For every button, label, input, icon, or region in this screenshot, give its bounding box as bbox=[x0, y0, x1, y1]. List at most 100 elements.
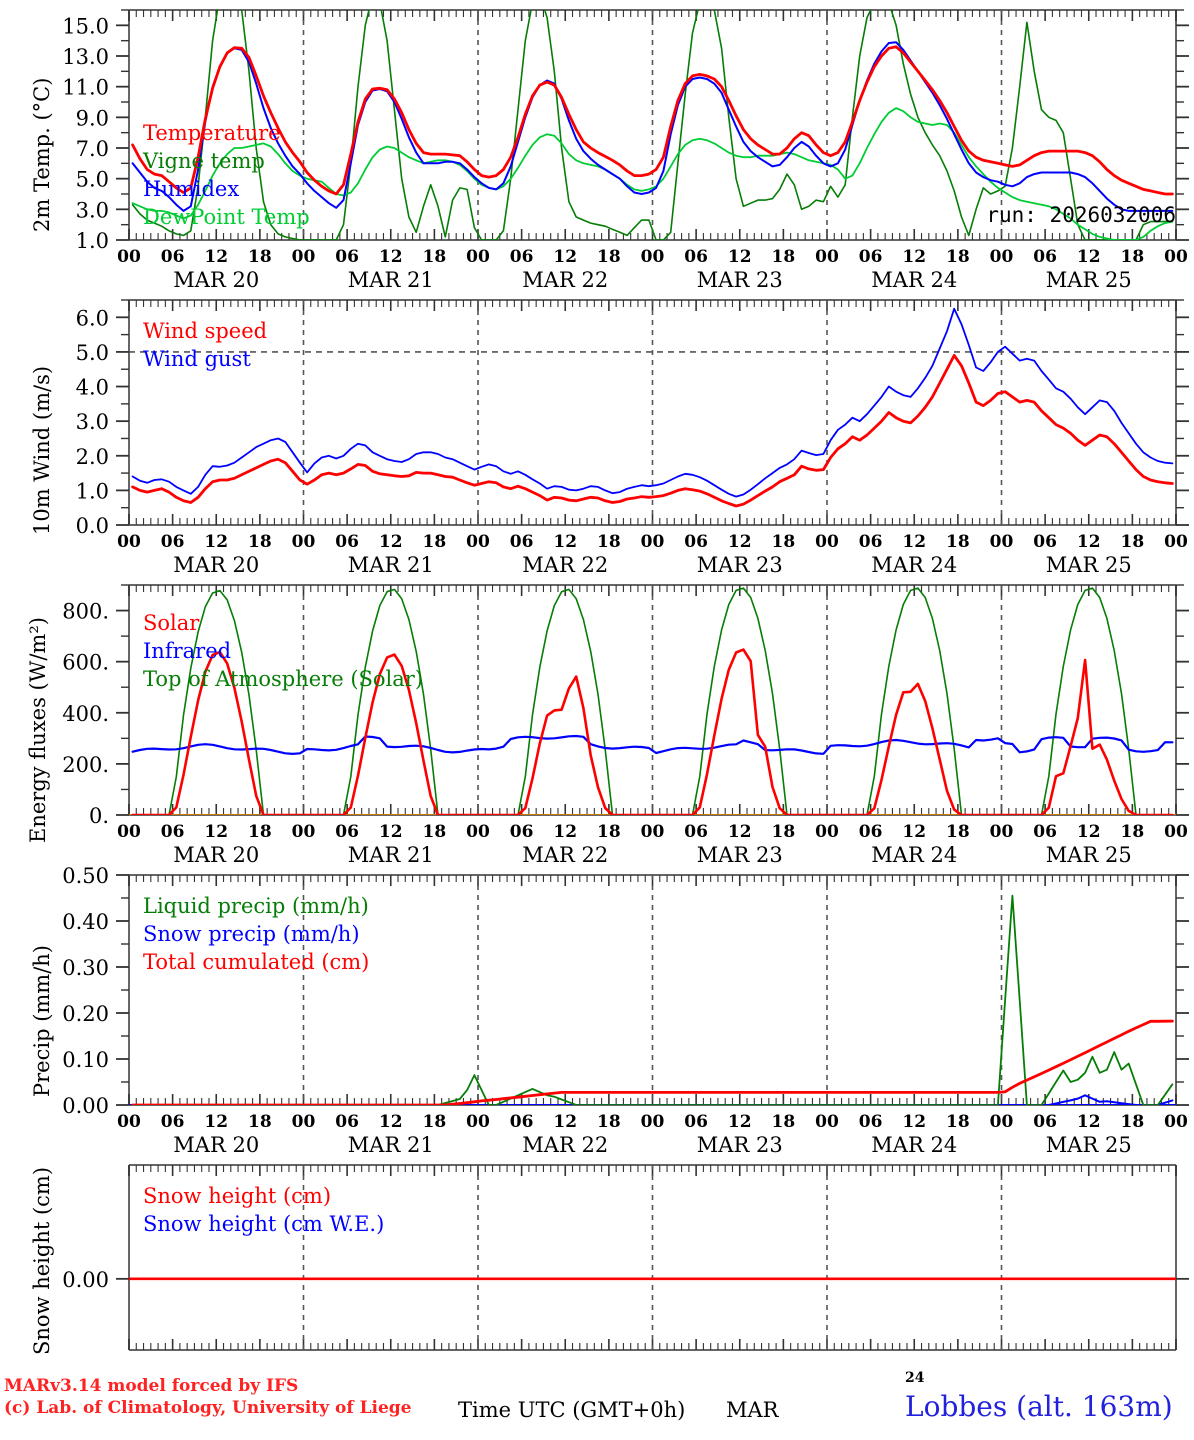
panel-temperature: 2m Temp. (°C) 1.0 3.0 5.0 7.0 9.0 11.0 13.0 15.… bbox=[0, 0, 1194, 290]
x-axis-hour-label: 18 bbox=[1121, 532, 1145, 552]
x-axis-hour-label: 18 bbox=[1121, 1112, 1145, 1132]
wind-y-axis-label: 10m Wind (m/s) bbox=[30, 365, 54, 535]
x-axis-hour-label: 12 bbox=[204, 822, 228, 842]
snow-y-axis-label: Snow height (cm) bbox=[30, 1166, 54, 1355]
x-axis-day-label: MAR 23 bbox=[697, 843, 783, 865]
x-axis-hour-label: 06 bbox=[335, 822, 359, 842]
x-axis-hour-label: 00 bbox=[641, 247, 665, 267]
x-axis-hour-label: 18 bbox=[248, 532, 272, 552]
x-axis-hour-label: 18 bbox=[597, 247, 621, 267]
x-axis-hour-label: 06 bbox=[510, 247, 534, 267]
energy-y-axis-label: Energy fluxes (W/m²) bbox=[26, 617, 50, 843]
y-axis-tick-label: 0.0 bbox=[76, 514, 109, 538]
y-axis-tick-label: 600. bbox=[62, 651, 109, 675]
y-axis-tick-label: 0.00 bbox=[62, 1094, 109, 1118]
x-axis-hour-label: 12 bbox=[553, 822, 577, 842]
x-axis-hour-label: 06 bbox=[510, 532, 534, 552]
y-axis-tick-label: 200. bbox=[62, 753, 109, 777]
x-axis-hour-label: 12 bbox=[902, 532, 926, 552]
x-axis-hour-label: 06 bbox=[859, 1112, 883, 1132]
y-axis-tick-label: 3.0 bbox=[76, 410, 109, 434]
x-axis-hour-label: 00 bbox=[292, 1112, 316, 1132]
x-axis-hour-label: 06 bbox=[335, 247, 359, 267]
x-axis-hour-label: 18 bbox=[946, 247, 970, 267]
x-axis-day-label: MAR 25 bbox=[1046, 1133, 1132, 1155]
x-axis-hour-label: 06 bbox=[1033, 1112, 1057, 1132]
x-axis-hour-label: 18 bbox=[772, 822, 796, 842]
x-axis-hour-label: 12 bbox=[553, 1112, 577, 1132]
x-axis-day-label: MAR 22 bbox=[522, 553, 608, 575]
x-axis-hour-label: 18 bbox=[597, 1112, 621, 1132]
y-axis-tick-label: 0.40 bbox=[62, 910, 109, 934]
y-axis-tick-label: 11.0 bbox=[62, 76, 109, 100]
series-temperature bbox=[131, 45, 1174, 196]
x-axis-hour-label: 00 bbox=[990, 532, 1014, 552]
y-axis-tick-label: 5.0 bbox=[76, 168, 109, 192]
x-axis-hour-label: 06 bbox=[510, 822, 534, 842]
x-axis-hour-label: 00 bbox=[466, 822, 490, 842]
series-infrared bbox=[131, 734, 1174, 755]
x-axis-day-label: MAR 20 bbox=[173, 553, 259, 575]
x-axis-hour-label: 00 bbox=[815, 822, 839, 842]
y-axis-tick-label: 7.0 bbox=[76, 137, 109, 161]
x-axis-day-label: MAR 20 bbox=[173, 843, 259, 865]
x-axis-hour-label: 00 bbox=[641, 532, 665, 552]
y-axis-tick-label: 6.0 bbox=[76, 306, 109, 330]
series-liquid-precip bbox=[131, 894, 1174, 1105]
x-axis-hour-label: 06 bbox=[684, 532, 708, 552]
x-axis-hour-label: 12 bbox=[902, 247, 926, 267]
footer-site-name: Lobbes (alt. 163m) bbox=[905, 1390, 1173, 1423]
x-axis-hour-label: 00 bbox=[1164, 247, 1188, 267]
x-axis-hour-label: 12 bbox=[204, 1112, 228, 1132]
legend-entry: Temperature bbox=[143, 121, 281, 145]
y-axis-tick-label: 0.20 bbox=[62, 1002, 109, 1026]
x-axis-hour-label: 06 bbox=[510, 1112, 534, 1132]
legend-entry: Humidex bbox=[143, 177, 239, 201]
x-axis-hour-label: 12 bbox=[379, 247, 403, 267]
x-axis-hour-label: 12 bbox=[728, 247, 752, 267]
series-wind-gust bbox=[131, 307, 1174, 498]
x-axis-hour-label: 18 bbox=[772, 1112, 796, 1132]
panel-snow: Snow height (cm) 0.00 Snow height (cm) Sno… bbox=[0, 1155, 1194, 1360]
x-axis-hour-label: 00 bbox=[641, 1112, 665, 1132]
x-axis-day-label: MAR 22 bbox=[522, 843, 608, 865]
x-axis-day-label: MAR 20 bbox=[173, 1133, 259, 1155]
x-axis-hour-label: 06 bbox=[684, 1112, 708, 1132]
x-axis-hour-label: 12 bbox=[902, 1112, 926, 1132]
x-axis-hour-label: 18 bbox=[597, 532, 621, 552]
x-axis-hour-label: 06 bbox=[859, 247, 883, 267]
x-axis-hour-label: 00 bbox=[1164, 822, 1188, 842]
footer-xaxis-title: Time UTC (GMT+0h) bbox=[458, 1398, 686, 1422]
y-axis-tick-label: 0.50 bbox=[62, 865, 109, 888]
x-axis-hour-label: 12 bbox=[379, 822, 403, 842]
x-axis-hour-label: 18 bbox=[772, 247, 796, 267]
y-axis-tick-label: 5.0 bbox=[76, 341, 109, 365]
snow-plot: 0.00 Snow height (cm) Snow height (cm W.E.… bbox=[62, 1164, 1189, 1351]
legend-entry: Total cumulated (cm) bbox=[143, 950, 369, 974]
x-axis-hour-label: 06 bbox=[859, 532, 883, 552]
x-axis-hour-label: 06 bbox=[1033, 532, 1057, 552]
x-axis-hour-label: 12 bbox=[553, 532, 577, 552]
x-axis-hour-label: 18 bbox=[423, 822, 447, 842]
legend-entry: Infrared bbox=[143, 639, 231, 663]
x-axis-hour-label: 12 bbox=[1077, 532, 1101, 552]
x-axis-hour-label: 00 bbox=[292, 822, 316, 842]
y-axis-tick-label: 0.30 bbox=[62, 956, 109, 980]
x-axis-hour-label: 00 bbox=[117, 532, 141, 552]
x-axis-hour-label: 00 bbox=[117, 822, 141, 842]
series-vigne-temp bbox=[131, 10, 1174, 240]
temperature-y-axis-label: 2m Temp. (°C) bbox=[30, 77, 54, 232]
x-axis-hour-label: 18 bbox=[946, 532, 970, 552]
x-axis-hour-label: 00 bbox=[815, 532, 839, 552]
legend-entry: Vigne temp bbox=[142, 149, 265, 173]
legend-entry: Snow precip (mm/h) bbox=[143, 922, 360, 946]
x-axis-day-label: MAR 24 bbox=[871, 843, 957, 865]
footer-small-number: 24 bbox=[905, 1370, 925, 1386]
x-axis-day-label: MAR 21 bbox=[348, 553, 434, 575]
y-axis-tick-label: 1.0 bbox=[76, 479, 109, 503]
y-axis-tick-label: 2.0 bbox=[76, 445, 109, 469]
x-axis-hour-label: 00 bbox=[292, 532, 316, 552]
x-axis-day-label: MAR 22 bbox=[522, 1133, 608, 1155]
x-axis-hour-label: 00 bbox=[117, 247, 141, 267]
footer-xaxis-month: MAR bbox=[726, 1398, 779, 1422]
